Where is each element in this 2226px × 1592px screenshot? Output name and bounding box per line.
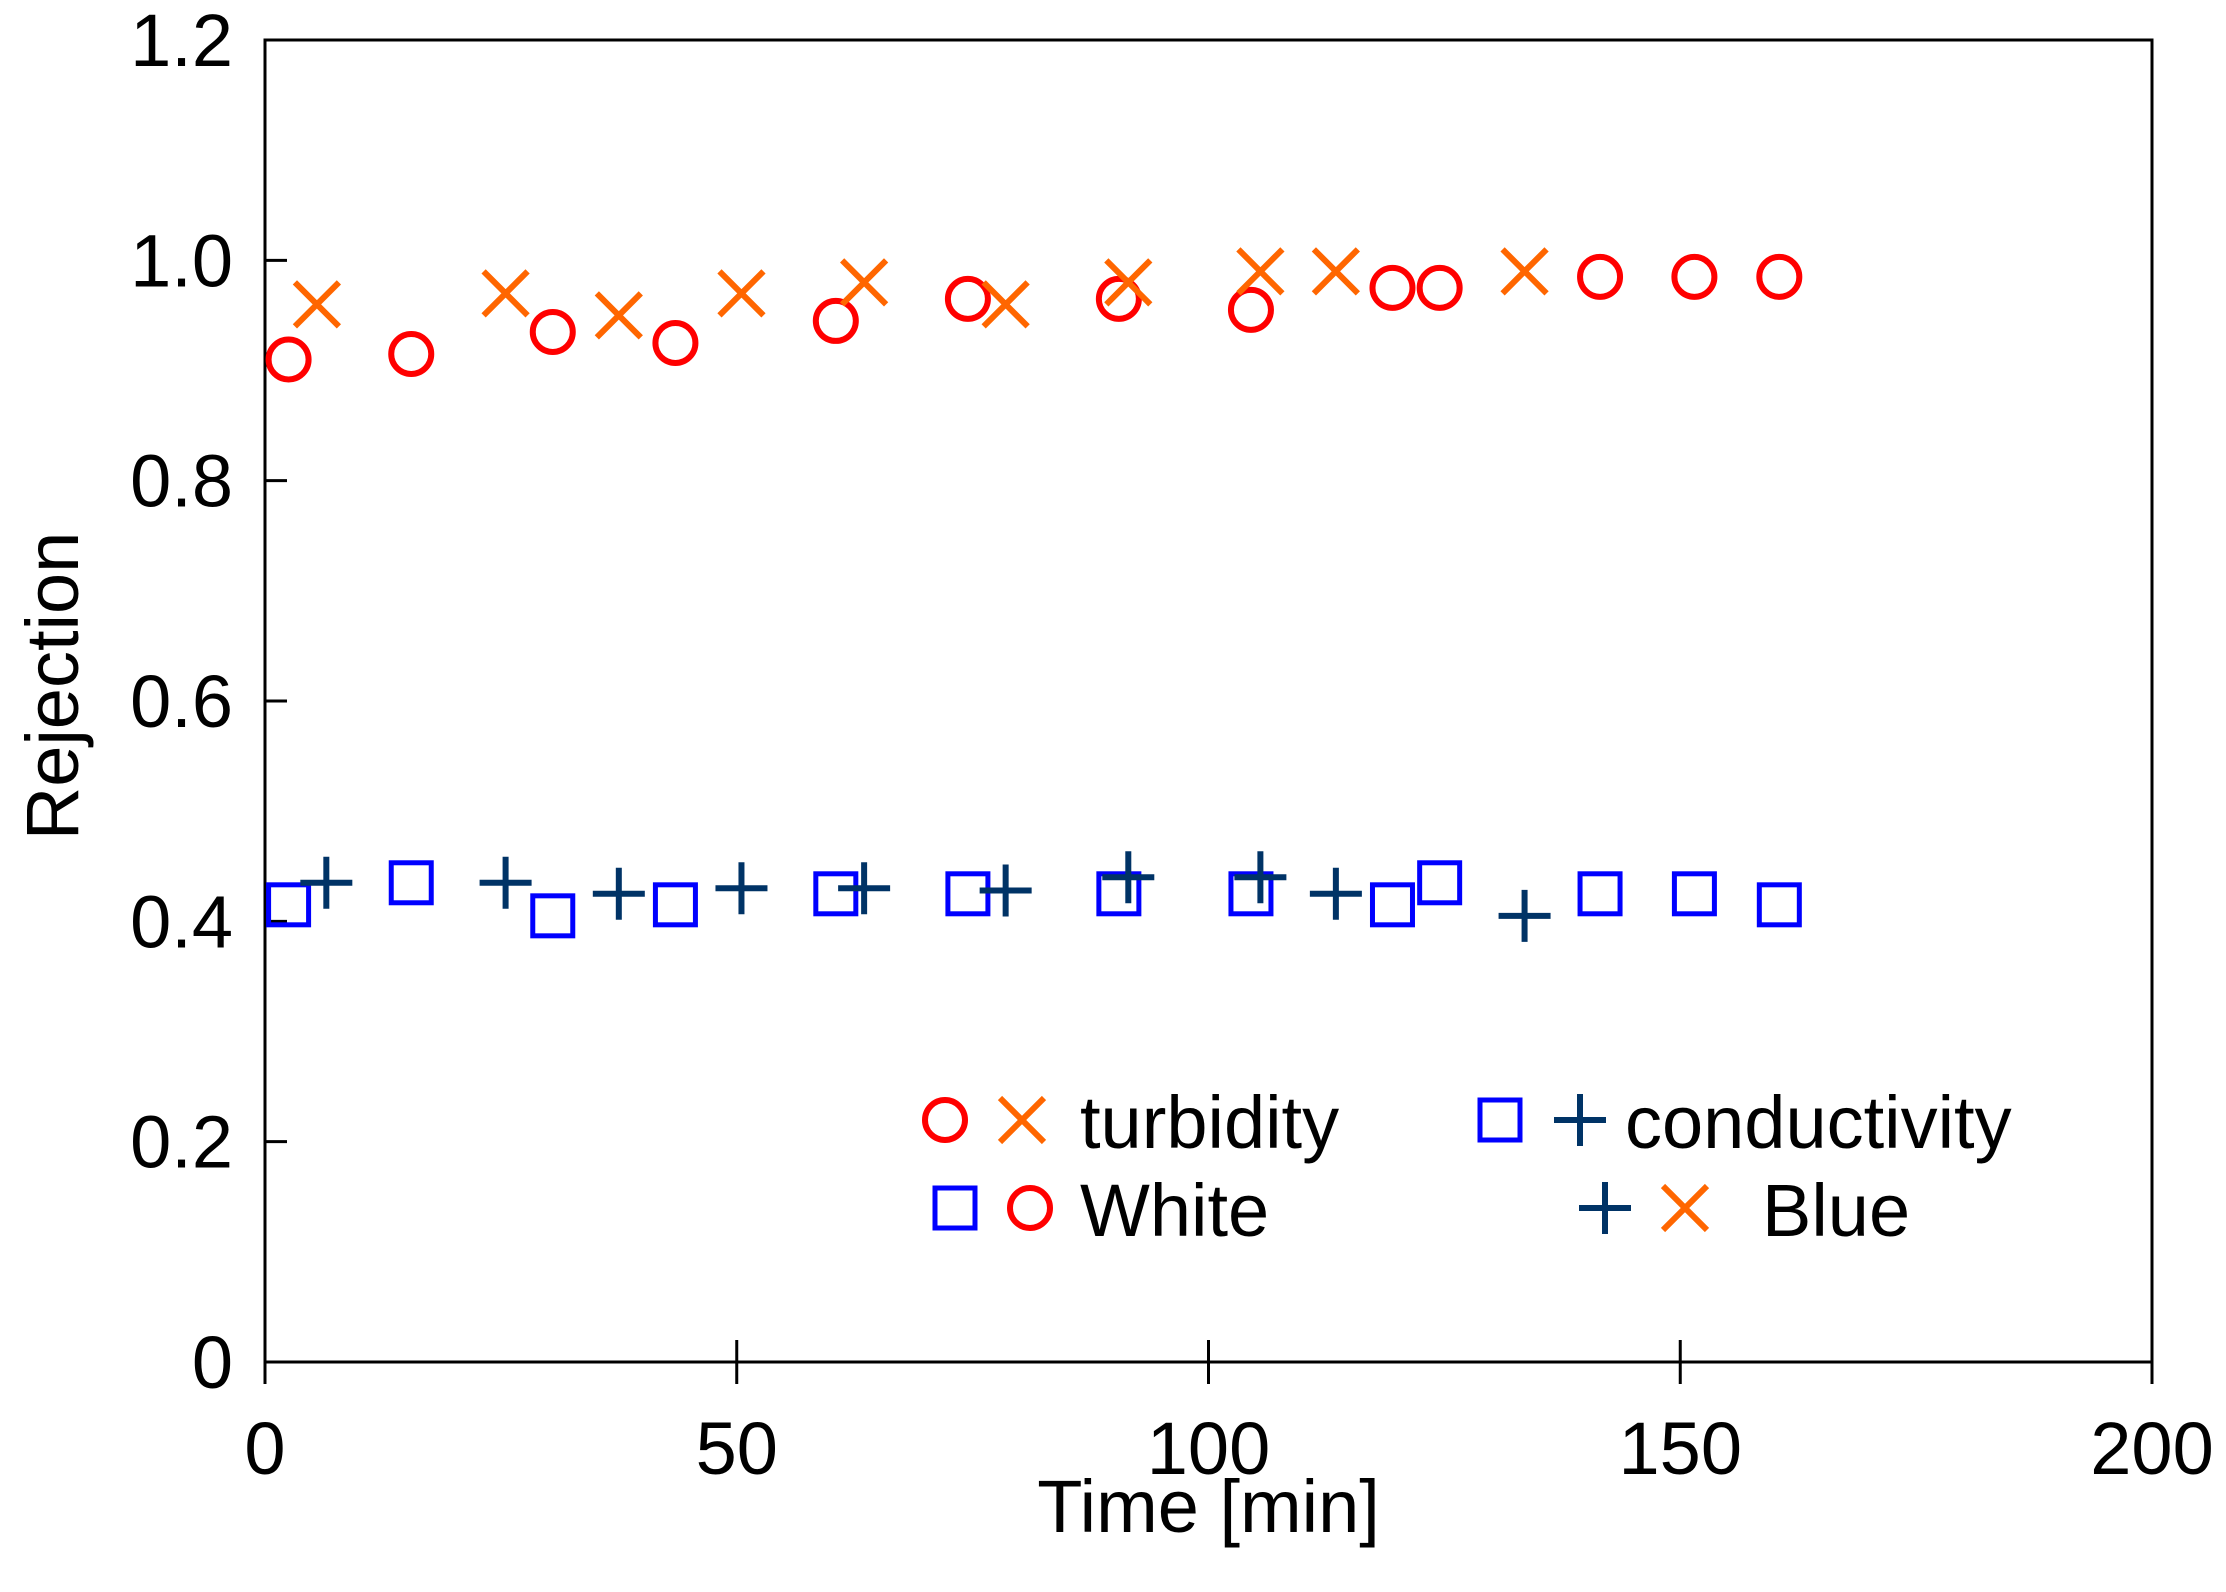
x-tick-label: 200 [2090,1407,2213,1490]
data-point-square [1417,860,1463,906]
data-point-circle [944,275,991,322]
legend-marker-square [932,1185,978,1231]
data-point-x [1104,258,1153,307]
data-point-x [594,291,643,340]
x-axis-ticks: 0 50 100 150 200 [244,1340,2214,1490]
data-point-square [1577,871,1623,917]
data-point-square [1756,882,1802,928]
data-point-circle [1095,275,1142,322]
data-point-circle [265,336,312,383]
data-point-plus [300,856,353,909]
y-tick-label: 0 [192,1321,233,1404]
series-circle [265,253,1803,383]
legend-marker-x [1660,1183,1710,1233]
legend-marker-square [1477,1097,1523,1143]
data-series [265,247,1803,942]
data-point-x [717,269,766,318]
y-tick-label: 1.2 [130,0,233,82]
data-point-circle [388,330,435,377]
data-point-circle [529,308,576,355]
data-point-plus [838,862,891,915]
data-point-plus [979,864,1032,917]
series-plus [300,851,1551,942]
data-point-plus [1234,851,1287,904]
data-point-square [388,860,434,906]
data-point-square [652,882,698,928]
data-point-circle [812,297,859,344]
series-x [292,247,1549,340]
y-axis-ticks: 0 0.2 0.4 0.6 0.8 1.0 1.2 [130,0,287,1404]
data-point-x [1236,247,1285,296]
y-tick-label: 1.0 [130,219,233,302]
data-point-square [1369,882,1415,928]
data-point-square [945,871,991,917]
data-point-plus [479,856,532,909]
legend-marker-x [997,1095,1047,1145]
data-point-circle [1227,286,1274,333]
data-point-circle [1369,264,1416,311]
y-tick-label: 0.2 [130,1101,233,1184]
x-axis-title: Time [min] [1037,1465,1380,1548]
legend-marker-circle [922,1097,968,1143]
x-tick-label: 150 [1619,1407,1742,1490]
data-point-x [1311,247,1360,296]
data-point-square [530,893,576,939]
legend-label-blue: Blue [1762,1169,1910,1252]
legend-marker-plus [1579,1182,1631,1234]
data-point-x [840,258,889,307]
legend-label-turbidity: turbidity [1080,1081,1339,1164]
data-point-plus [592,867,645,920]
legend-marker-plus [1554,1094,1606,1146]
data-point-square [813,871,859,917]
data-point-square [1096,871,1142,917]
data-point-circle [1577,253,1624,300]
data-point-plus [1498,889,1551,942]
data-point-x [981,280,1030,329]
legend-marker-circle [1007,1185,1053,1231]
data-point-circle [1756,253,1803,300]
data-point-circle [1671,253,1718,300]
series-square [266,860,1802,939]
data-point-square [1671,871,1717,917]
x-tick-label: 50 [696,1407,778,1490]
data-point-x [292,280,342,329]
data-point-circle [1416,264,1463,311]
data-point-square [1228,871,1274,917]
data-point-plus [1309,867,1362,920]
data-point-plus [715,862,768,915]
data-point-circle [652,319,699,366]
data-point-x [481,269,530,318]
data-point-square [266,882,312,928]
x-tick-label: 0 [244,1407,285,1490]
x-tick-label: 100 [1147,1407,1270,1490]
legend-markers [922,1094,1710,1234]
legend-label-conductivity: conductivity [1625,1081,2012,1164]
legend-label-white: White [1080,1169,1269,1252]
y-tick-label: 0.6 [130,660,233,743]
y-axis-title: Rejection [11,532,94,841]
y-tick-label: 0.4 [130,880,233,963]
legend: turbidity conductivity White Blue [922,1081,2012,1252]
y-tick-label: 0.8 [130,440,233,523]
data-point-x [1500,247,1549,296]
data-point-plus [1102,851,1155,904]
